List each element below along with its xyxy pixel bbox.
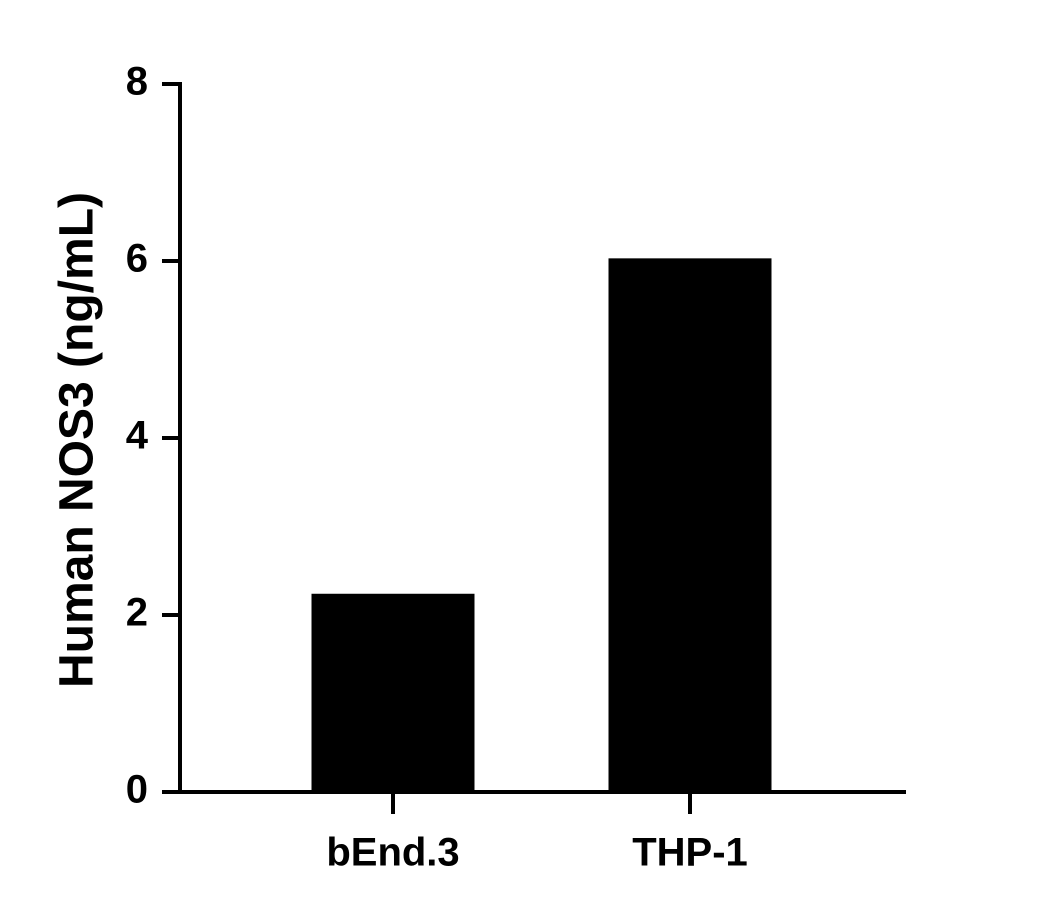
bar (311, 593, 475, 792)
bar (608, 258, 772, 793)
y-tick-label: 2 (126, 591, 148, 635)
x-tick-label: THP-1 (632, 831, 748, 875)
y-tick-label: 0 (126, 768, 148, 812)
y-tick-label: 4 (126, 414, 149, 458)
y-tick-label: 6 (126, 237, 148, 281)
y-tick-label: 8 (126, 60, 148, 104)
y-axis-label: Human NOS3 (ng/mL) (51, 192, 104, 688)
x-tick-label: bEnd.3 (326, 831, 459, 875)
